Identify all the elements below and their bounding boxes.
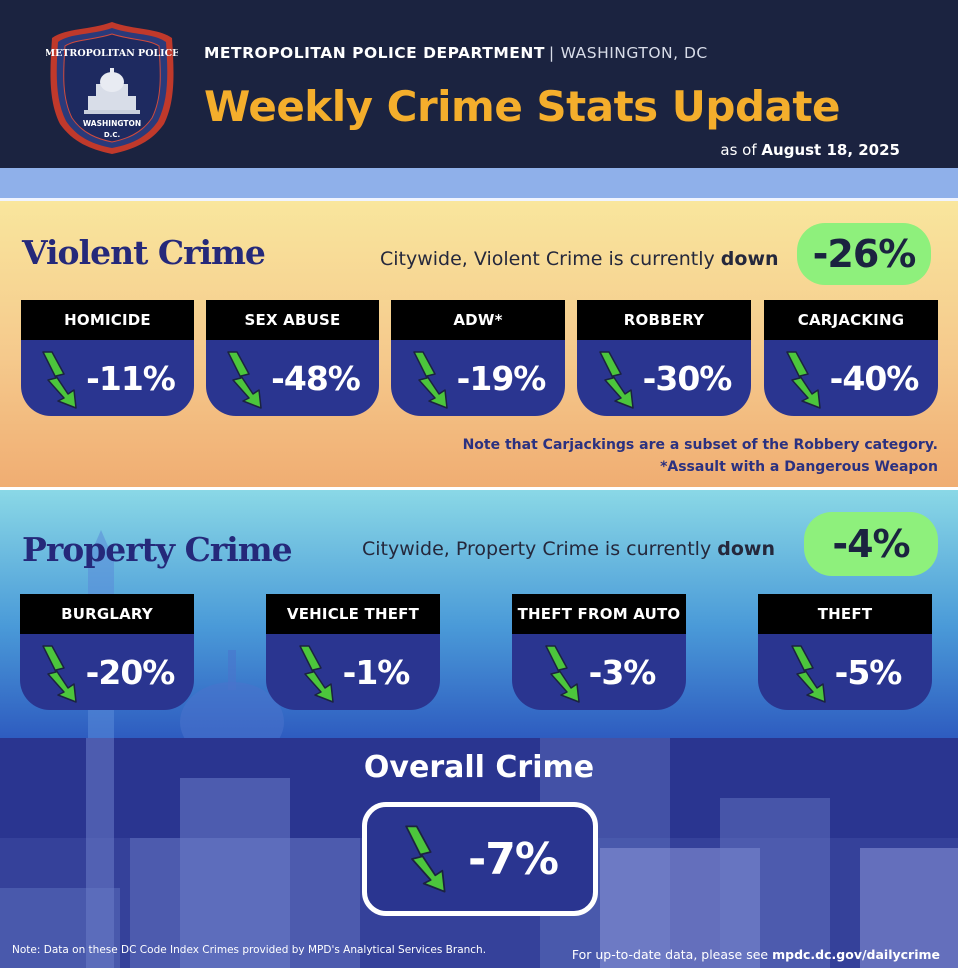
crime-card-adw: ADW* -19% [391, 300, 565, 416]
down-trend-arrow-icon [598, 351, 634, 409]
card-label: THEFT [758, 594, 932, 634]
crime-card-burglary: BURGLARY -20% [20, 594, 194, 710]
department-name: METROPOLITAN POLICE DEPARTMENT [204, 44, 545, 62]
card-label: BURGLARY [20, 594, 194, 634]
crime-card-vehicle-theft: VEHICLE THEFT -1% [266, 594, 440, 710]
down-trend-arrow-icon [298, 645, 334, 703]
carjacking-note: Note that Carjackings are a subset of th… [462, 437, 938, 453]
adw-footnote: *Assault with a Dangerous Weapon [660, 459, 938, 475]
daily-crime-link-note: For up-to-date data, please see mpdc.dc.… [572, 947, 940, 962]
violent-summary-text: Citywide, Violent Crime is currently [380, 248, 715, 270]
card-value: -48% [271, 358, 361, 398]
down-trend-arrow-icon [412, 351, 448, 409]
card-value: -30% [642, 358, 733, 398]
property-crime-title: Property Crime [22, 530, 293, 569]
overall-crime-title: Overall Crime [363, 750, 595, 785]
as-of-date-value: August 18, 2025 [761, 141, 900, 159]
down-trend-arrow-icon [41, 645, 77, 703]
crime-card-homicide: HOMICIDE -11% [21, 300, 194, 416]
card-label: VEHICLE THEFT [266, 594, 440, 634]
property-summary-text: Citywide, Property Crime is currently [362, 538, 712, 560]
overall-crime-box: -7% [362, 802, 598, 916]
svg-text:D.C.: D.C. [104, 131, 120, 139]
card-label: THEFT FROM AUTO [512, 594, 686, 634]
link-prefix: For up-to-date data, please see [571, 947, 769, 962]
card-label: CARJACKING [764, 300, 938, 340]
as-of-date: as of August 18, 2025 [720, 141, 900, 159]
card-label: ADW* [391, 300, 565, 340]
card-label: SEX ABUSE [206, 300, 379, 340]
header-stripe-line [0, 198, 958, 201]
card-value: -1% [342, 652, 411, 692]
crime-card-theft: THEFT -5% [758, 594, 932, 710]
department-line: METROPOLITAN POLICE DEPARTMENT | WASHINGTO… [204, 44, 708, 62]
card-value: -19% [456, 358, 547, 398]
down-trend-arrow-icon [544, 645, 580, 703]
svg-text:METROPOLITAN POLICE: METROPOLITAN POLICE [46, 48, 178, 59]
card-value: -20% [85, 652, 176, 692]
overall-crime-section [0, 738, 958, 968]
page-title: Weekly Crime Stats Update [204, 82, 840, 131]
property-summary-direction: down [717, 538, 775, 560]
card-value: -5% [834, 652, 903, 692]
down-trend-arrow-icon [785, 351, 821, 409]
card-value: -40% [829, 358, 920, 398]
violent-summary-direction: down [720, 248, 779, 270]
down-trend-arrow-icon [227, 351, 262, 409]
svg-text:WASHINGTON: WASHINGTON [83, 119, 141, 128]
property-crime-summary: Citywide, Property Crime is currently do… [362, 538, 775, 560]
card-value: -3% [588, 652, 657, 692]
property-total-badge: -4% [804, 512, 938, 576]
header-banner: METROPOLITAN POLICE WASHINGTON D.C. METR… [0, 0, 958, 168]
crime-card-carjacking: CARJACKING -40% [764, 300, 938, 416]
down-trend-arrow-icon [790, 645, 826, 703]
card-label: HOMICIDE [21, 300, 194, 340]
crime-card-theft-from-auto: THEFT FROM AUTO -3% [512, 594, 686, 710]
header-separator: | [548, 44, 555, 62]
down-trend-arrow-icon [405, 825, 446, 893]
header-stripe [0, 168, 958, 198]
daily-crime-link[interactable]: mpdc.dc.gov/dailycrime [772, 947, 940, 962]
as-of-prefix: as of [720, 141, 757, 159]
police-badge-logo: METROPOLITAN POLICE WASHINGTON D.C. [46, 22, 178, 154]
crime-card-sex-abuse: SEX ABUSE -48% [206, 300, 379, 416]
card-label: ROBBERY [577, 300, 751, 340]
crime-card-robbery: ROBBERY -30% [577, 300, 751, 416]
section-divider [0, 487, 958, 490]
overall-crime-value: -7% [468, 833, 559, 885]
violent-crime-summary: Citywide, Violent Crime is currently dow… [380, 248, 779, 270]
data-source-note: Note: Data on these DC Code Index Crimes… [12, 944, 487, 956]
city-name: WASHINGTON, DC [560, 44, 708, 62]
violent-total-badge: -26% [797, 223, 931, 285]
washington-skyline-illustration [0, 738, 958, 968]
violent-crime-title: Violent Crime [22, 233, 266, 272]
down-trend-arrow-icon [42, 351, 77, 409]
card-value: -11% [86, 358, 176, 398]
